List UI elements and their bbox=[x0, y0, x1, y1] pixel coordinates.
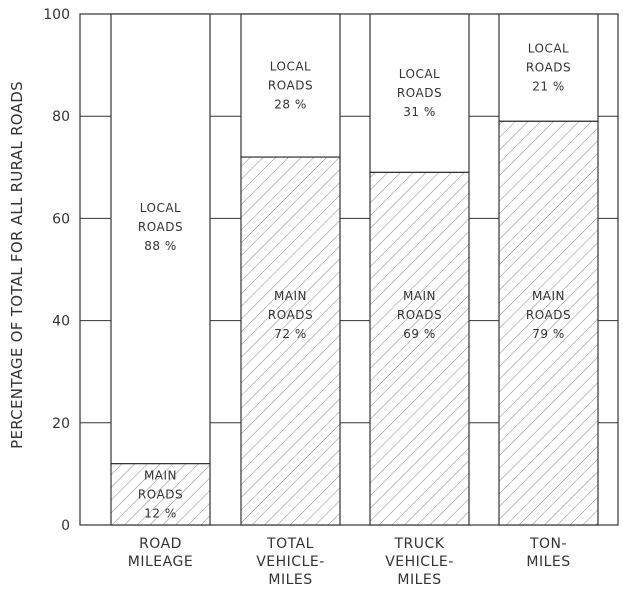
segment-label-local: LOCAL bbox=[270, 60, 311, 74]
segment-label-local: 31 % bbox=[403, 105, 436, 119]
x-category-label: VEHICLE- bbox=[256, 554, 325, 570]
x-category-label: VEHICLE- bbox=[385, 554, 454, 570]
segment-label-main: ROADS bbox=[526, 308, 571, 322]
x-category-label: MILES bbox=[397, 572, 441, 588]
bars-layer bbox=[110, 13, 599, 526]
x-category-label: MILES bbox=[268, 572, 312, 588]
segment-label-local: ROADS bbox=[268, 79, 313, 93]
y-tick-label: 40 bbox=[52, 314, 70, 330]
axis-layer: 0 20 40 60 80 100 ROAD MILEAGE TOTAL VEHICLE- MILE… bbox=[43, 7, 570, 588]
bar-local-roads bbox=[110, 13, 211, 465]
segment-label-main: ROADS bbox=[397, 308, 442, 322]
y-tick-label: 0 bbox=[61, 518, 70, 534]
bar-main-roads bbox=[240, 156, 341, 526]
bar-main-roads bbox=[498, 120, 599, 526]
x-category-label: TON- bbox=[529, 536, 567, 552]
segment-label-main: MAIN bbox=[274, 289, 307, 303]
y-tick-label: 100 bbox=[43, 7, 70, 23]
segment-label-local: LOCAL bbox=[140, 201, 181, 215]
bar-local-roads bbox=[240, 13, 341, 158]
bar-main-roads bbox=[369, 171, 470, 526]
segment-label-main: 72 % bbox=[274, 327, 307, 341]
bar-main-roads bbox=[110, 463, 211, 526]
plot-border bbox=[79, 13, 619, 526]
segment-label-local: ROADS bbox=[526, 61, 571, 75]
segment-label-local: 88 % bbox=[144, 239, 177, 253]
segment-label-local: 21 % bbox=[532, 80, 565, 94]
y-tick-label: 80 bbox=[52, 109, 70, 125]
y-tick-label: 60 bbox=[52, 211, 70, 227]
x-category-label: ROAD bbox=[139, 536, 182, 552]
x-category-label: MILEAGE bbox=[128, 554, 193, 570]
labels-layer: LOCAL ROADS 88 % MAIN ROADS 12 % LOCAL ROADS 28 … bbox=[138, 42, 571, 521]
segment-label-main: MAIN bbox=[144, 469, 177, 483]
y-tick-label: 20 bbox=[52, 416, 70, 432]
segment-label-local: ROADS bbox=[397, 86, 442, 100]
x-category-label: TRUCK bbox=[394, 536, 445, 552]
segment-label-main: ROADS bbox=[268, 308, 313, 322]
x-category-label: MILES bbox=[526, 554, 570, 570]
segment-label-main: 69 % bbox=[403, 327, 436, 341]
segment-label-main: ROADS bbox=[138, 488, 183, 502]
x-category-label: TOTAL bbox=[266, 536, 314, 552]
segment-label-main: MAIN bbox=[403, 289, 436, 303]
segment-label-local: LOCAL bbox=[528, 42, 569, 56]
segment-label-main: 79 % bbox=[532, 327, 565, 341]
segment-label-main: 12 % bbox=[144, 507, 177, 521]
segment-label-local: 28 % bbox=[274, 98, 307, 112]
y-axis-label: PERCENTAGE OF TOTAL FOR ALL RURAL ROADS bbox=[8, 81, 26, 449]
segment-label-main: MAIN bbox=[532, 289, 565, 303]
segment-label-local: LOCAL bbox=[399, 67, 440, 81]
segment-label-local: ROADS bbox=[138, 220, 183, 234]
plot-frame bbox=[79, 13, 619, 526]
